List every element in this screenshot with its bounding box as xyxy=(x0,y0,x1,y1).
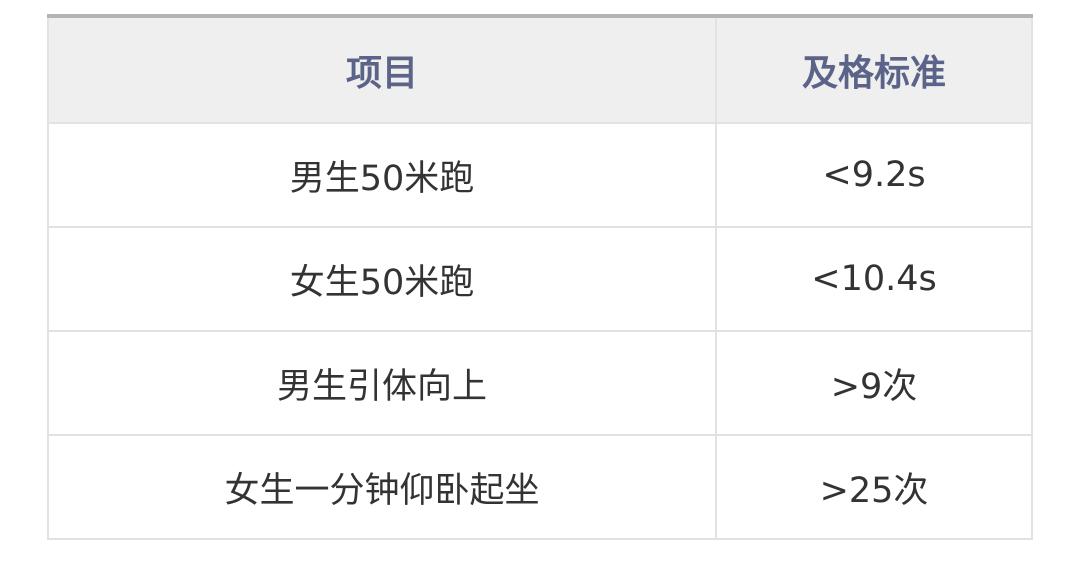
item-cell: 男生引体向上 xyxy=(47,330,717,436)
standard-cell: >9次 xyxy=(715,330,1033,436)
item-cell: 女生50米跑 xyxy=(47,226,717,332)
standard-cell: >25次 xyxy=(715,434,1033,540)
standards-table: 项目 及格标准 男生50米跑 <9.2s 女生50米跑 <10.4s 男生引体向… xyxy=(47,14,1033,540)
header-item: 项目 xyxy=(47,15,717,124)
table-row: 女生50米跑 <10.4s xyxy=(47,226,1033,332)
table-row: 男生引体向上 >9次 xyxy=(47,330,1033,436)
table-row: 女生一分钟仰卧起坐 >25次 xyxy=(47,434,1033,540)
header-row: 项目 及格标准 xyxy=(47,15,1033,124)
item-cell: 男生50米跑 xyxy=(47,122,717,228)
standard-cell: <9.2s xyxy=(715,122,1033,228)
header-standard: 及格标准 xyxy=(715,15,1033,124)
standard-cell: <10.4s xyxy=(715,226,1033,332)
item-cell: 女生一分钟仰卧起坐 xyxy=(47,434,717,540)
table-row: 男生50米跑 <9.2s xyxy=(47,122,1033,228)
